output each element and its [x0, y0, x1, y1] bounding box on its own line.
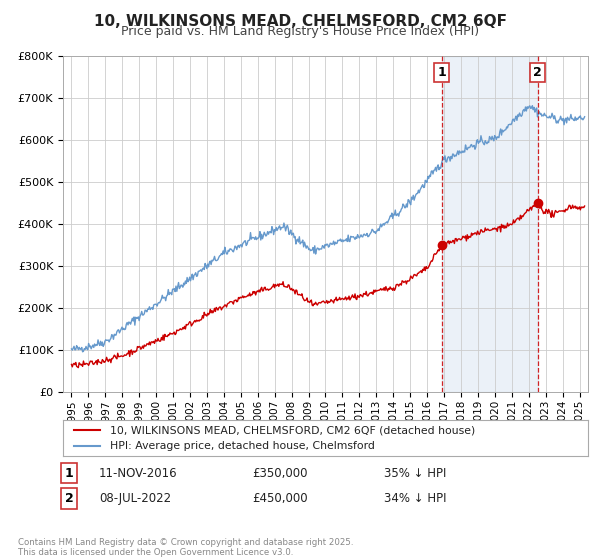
Text: 10, WILKINSONS MEAD, CHELMSFORD, CM2 6QF (detached house): 10, WILKINSONS MEAD, CHELMSFORD, CM2 6QF…: [110, 425, 476, 435]
Bar: [442, 56, 538, 392]
Text: 35% ↓ HPI: 35% ↓ HPI: [384, 466, 446, 480]
Text: Contains HM Land Registry data © Crown copyright and database right 2025.
This d: Contains HM Land Registry data © Crown c…: [18, 538, 353, 557]
Text: £350,000: £350,000: [252, 466, 308, 480]
Text: 2: 2: [65, 492, 73, 505]
Text: 08-JUL-2022: 08-JUL-2022: [99, 492, 171, 505]
Text: 1: 1: [437, 66, 446, 79]
Text: £450,000: £450,000: [252, 492, 308, 505]
Text: 10, WILKINSONS MEAD, CHELMSFORD, CM2 6QF: 10, WILKINSONS MEAD, CHELMSFORD, CM2 6QF: [94, 14, 506, 29]
Text: 2: 2: [533, 66, 542, 79]
Text: Price paid vs. HM Land Registry's House Price Index (HPI): Price paid vs. HM Land Registry's House …: [121, 25, 479, 38]
Text: 1: 1: [65, 466, 73, 480]
Text: HPI: Average price, detached house, Chelmsford: HPI: Average price, detached house, Chel…: [110, 441, 375, 451]
Text: 11-NOV-2016: 11-NOV-2016: [99, 466, 178, 480]
Text: 34% ↓ HPI: 34% ↓ HPI: [384, 492, 446, 505]
